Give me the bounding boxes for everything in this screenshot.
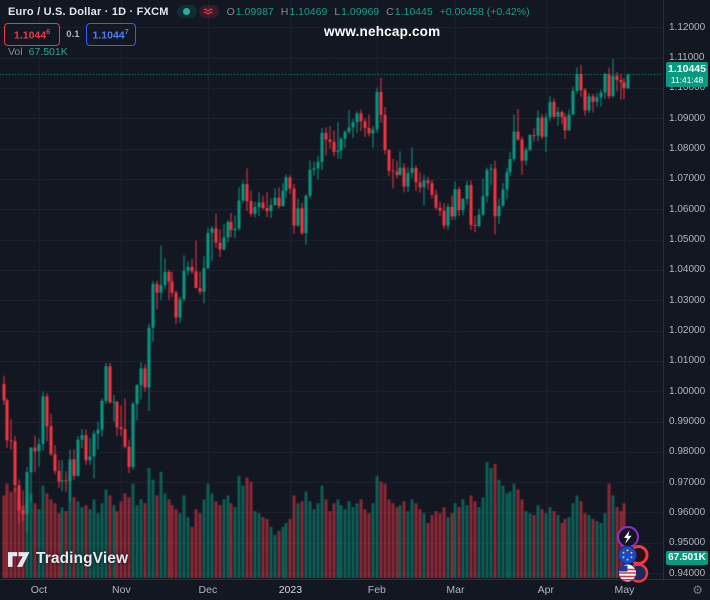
last-price-value: 1.10445 (668, 63, 706, 76)
price-axis-label: 0.96000 (669, 506, 706, 518)
bid-ask-panel: 1.10446 0.1 1.10447 (4, 23, 136, 46)
lightning-bolt-icon (624, 530, 632, 544)
close-value: 1.10445 (394, 5, 433, 18)
price-axis-label: 0.98000 (669, 446, 706, 458)
us-flag-icon (618, 563, 637, 583)
high-value: 1.10469 (289, 5, 328, 18)
low-label: L (334, 5, 341, 18)
time-axis-label-feb: Feb (367, 584, 386, 596)
ohlc-values: O1.09987 H1.10469 L1.09969 C1.10445 +0.0… (227, 6, 530, 18)
price-axis-label: 0.95000 (669, 537, 706, 549)
buy-button[interactable]: 1.10447 (85, 23, 136, 46)
time-axis-label-nov: Nov (112, 584, 131, 596)
price-axis-label: 0.97000 (669, 476, 706, 488)
last-price-badge: 1.10445 11:41:48 (666, 62, 708, 88)
volume-label: Vol (8, 46, 23, 58)
time-axis-label-apr: Apr (537, 584, 554, 596)
chart-legend: Euro / U.S. Dollar · 1D · FXCM O1.09987 … (8, 5, 530, 18)
price-axis-label: 1.10000 (669, 82, 706, 94)
time-axis-label-dec: Dec (198, 584, 218, 596)
tradingview-logo-icon (8, 551, 30, 567)
price-axis-label: 1.12000 (669, 21, 706, 33)
eu-flag-icon (618, 545, 637, 565)
green-dot-icon (183, 8, 191, 15)
spread-value: 0.1 (66, 28, 80, 40)
low-value: 1.09969 (341, 5, 380, 18)
watermark-url: www.nehcap.com (324, 24, 441, 39)
sell-price: 1.1044 (14, 29, 47, 42)
market-open-dot-icon[interactable] (176, 5, 197, 18)
price-axis[interactable]: 1.10445 11:41:48 67.501K 1.12000 1.11000 1… (663, 0, 710, 579)
change-value: +0.00458 (+0.42%) (439, 5, 530, 18)
open-value: 1.09987 (235, 5, 274, 18)
price-axis-label: 1.00000 (669, 385, 706, 397)
time-axis-label-may: May (614, 584, 635, 596)
price-axis-label: 0.94000 (669, 567, 706, 579)
price-axis-label: 1.05000 (669, 234, 706, 246)
axis-settings-gear-icon[interactable]: ⚙ (692, 583, 703, 597)
buy-price: 1.1044 (92, 29, 125, 42)
floating-buttons (617, 526, 649, 583)
volume-value: 67.501K (28, 46, 68, 58)
tradingview-logo[interactable]: TradingView (8, 550, 128, 568)
volume-axis-badge: 67.501K (666, 550, 708, 565)
price-axis-label: 1.03000 (669, 294, 706, 306)
price-axis-label: 1.09000 (669, 112, 706, 124)
market-status-icons (176, 5, 219, 18)
price-axis-label: 1.01000 (669, 355, 706, 367)
time-axis[interactable]: ⚙ Oct Nov Dec 2023 Feb Mar Apr May (0, 579, 710, 600)
price-axis-label: 1.02000 (669, 325, 706, 337)
price-axis-label: 1.04000 (669, 264, 706, 276)
price-axis-label: 1.06000 (669, 203, 706, 215)
time-axis-label-2023: 2023 (278, 584, 303, 596)
bar-countdown: 11:41:48 (670, 75, 704, 86)
usd-buy-button[interactable] (618, 563, 649, 583)
sell-price-sup: 6 (46, 27, 51, 36)
time-axis-label-oct: Oct (30, 584, 48, 596)
open-label: O (226, 5, 235, 18)
volume-legend: Vol 67.501K (8, 46, 68, 58)
symbol-title[interactable]: Euro / U.S. Dollar · 1D · FXCM (8, 5, 169, 18)
quick-action-lightning-button[interactable] (617, 526, 639, 548)
price-axis-label: 1.07000 (669, 173, 706, 185)
buy-price-sup: 7 (124, 27, 129, 36)
time-axis-label-mar: Mar (446, 584, 465, 596)
close-label: C (386, 5, 394, 18)
delayed-data-icon[interactable] (198, 5, 219, 18)
price-axis-label: 1.11000 (669, 52, 705, 64)
sell-button[interactable]: 1.10446 (4, 23, 61, 46)
squiggle-icon (203, 8, 213, 15)
price-axis-label: 1.08000 (669, 143, 706, 155)
eu-stars (622, 549, 633, 561)
price-axis-label: 0.99000 (669, 416, 706, 428)
high-label: H (280, 5, 289, 18)
eur-sell-button[interactable] (618, 545, 649, 565)
tradingview-logo-text: TradingView (36, 550, 129, 567)
